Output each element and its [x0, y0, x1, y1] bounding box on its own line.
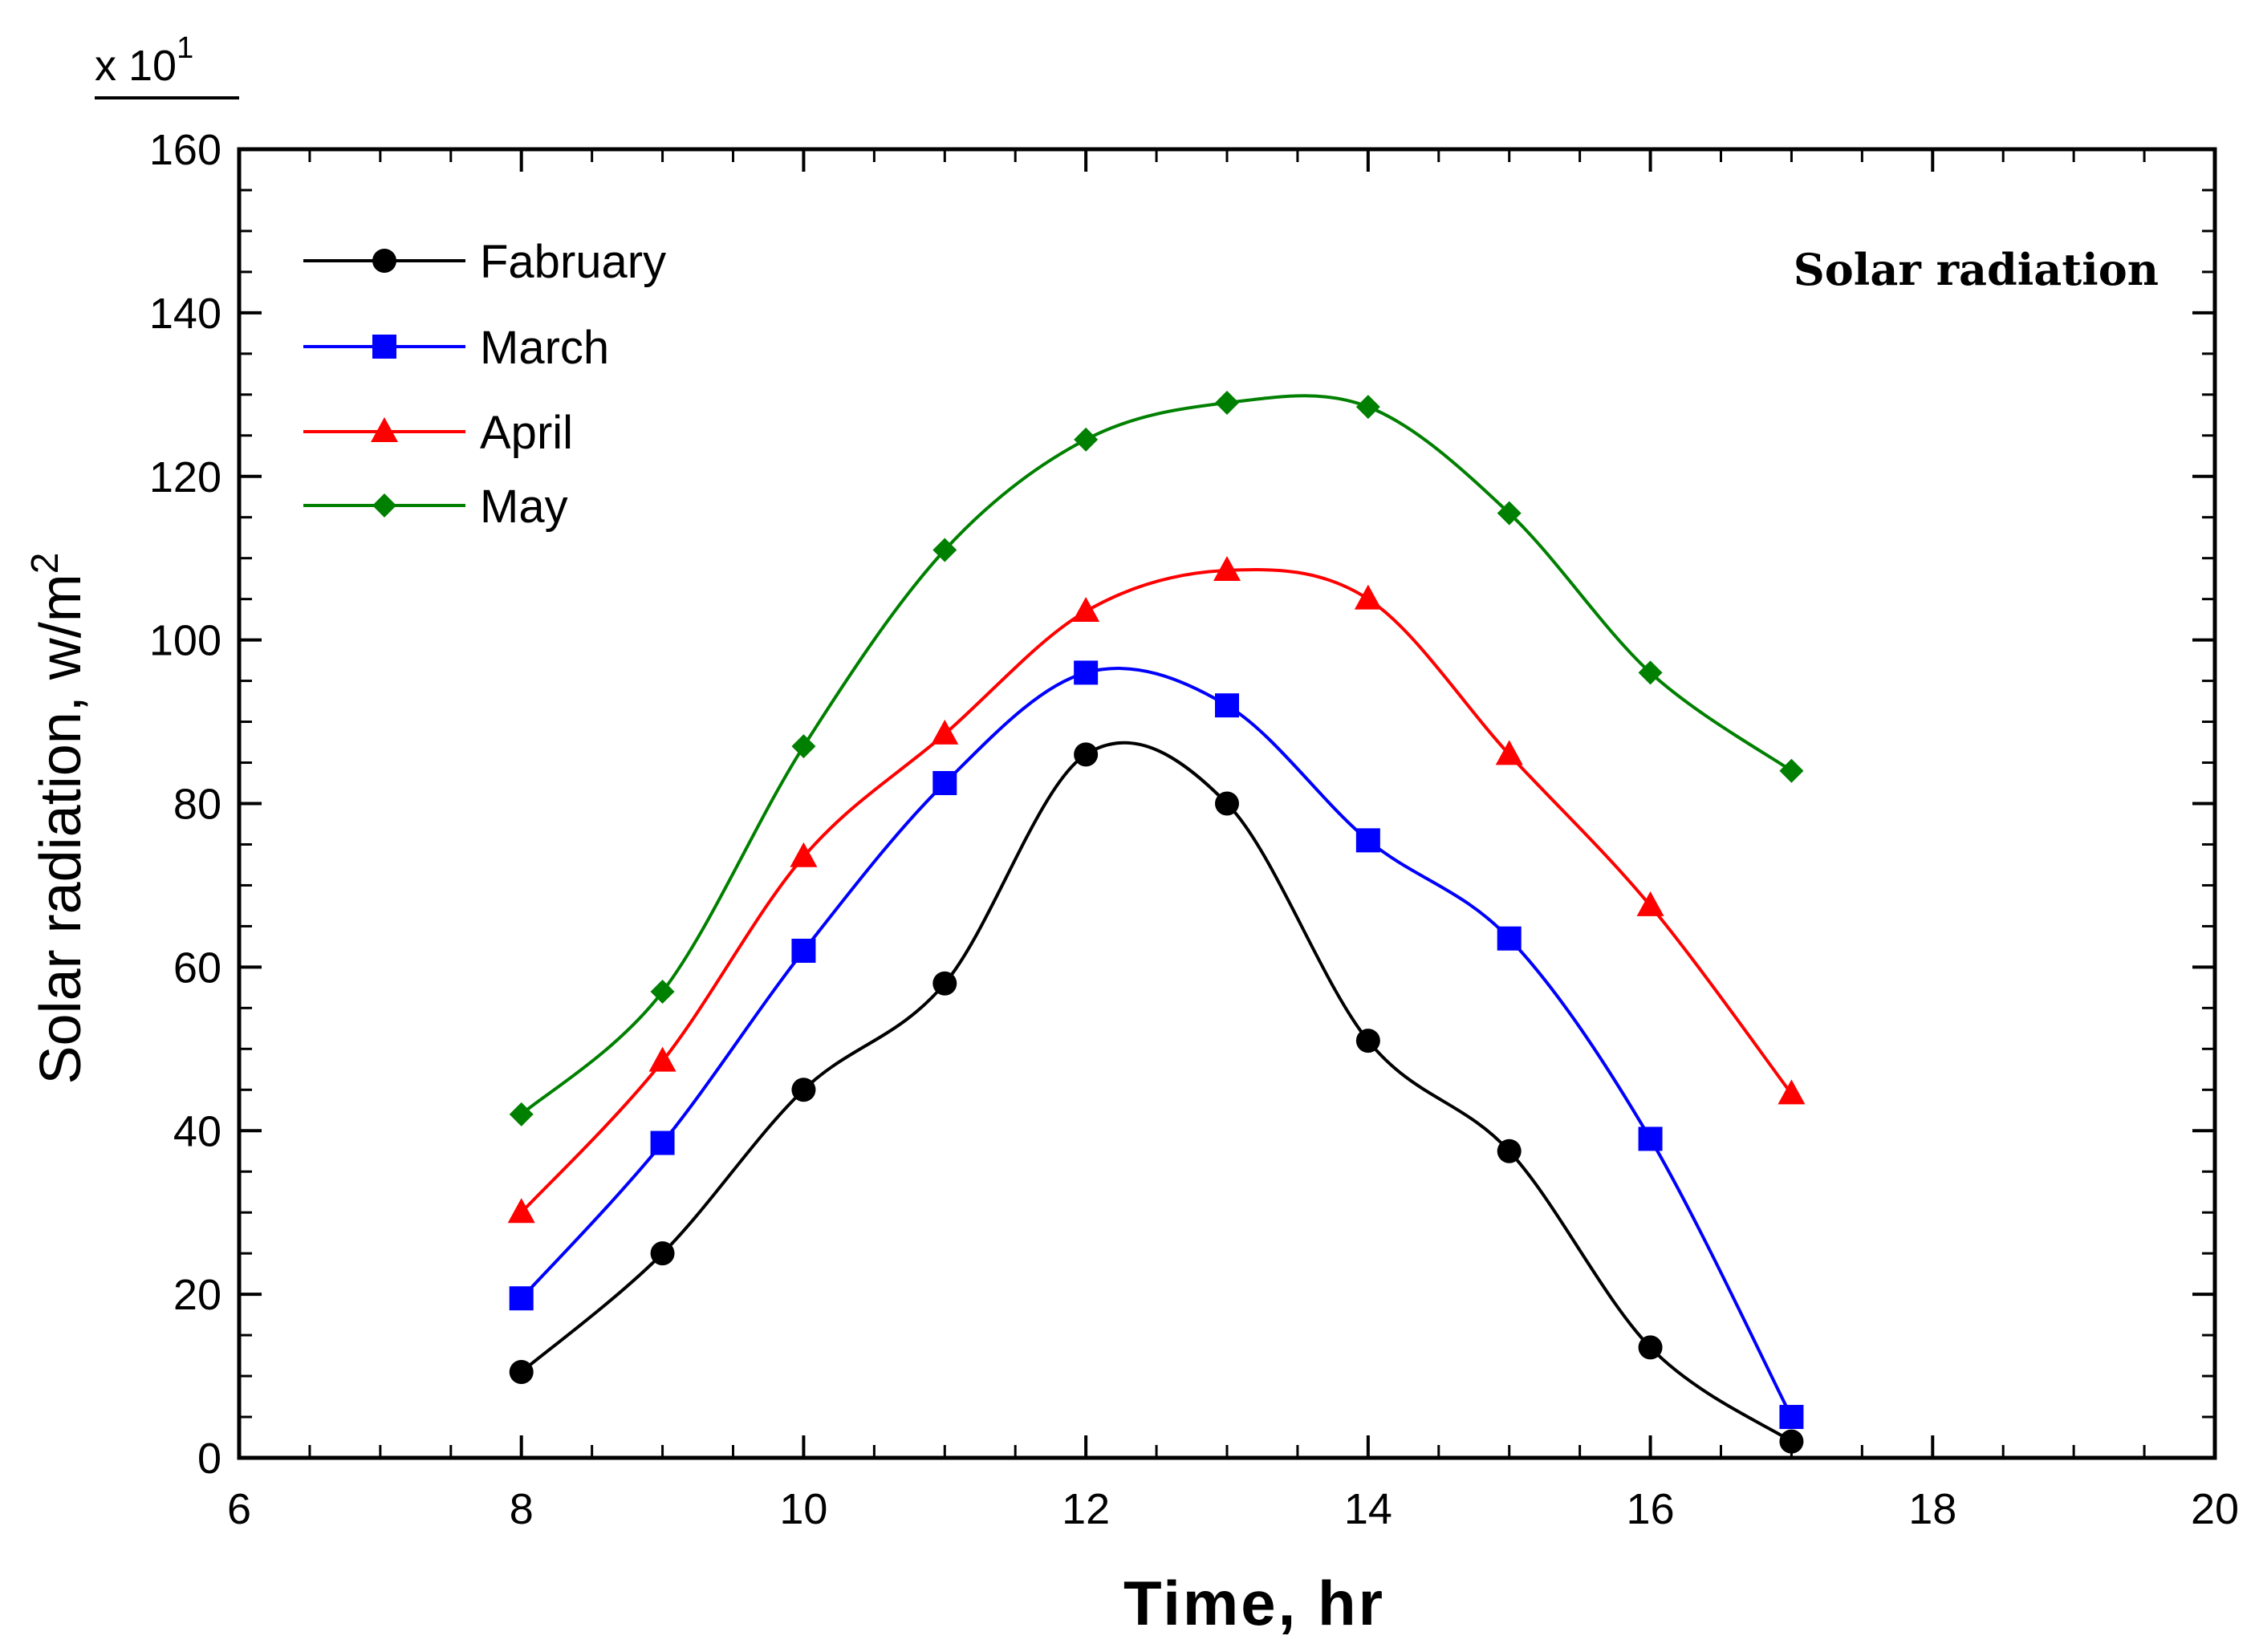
data-point-may: [1779, 758, 1804, 783]
data-point-fabruary: [932, 971, 957, 996]
y-tick-label: 20: [173, 1271, 221, 1319]
data-point-april: [790, 842, 818, 867]
y-tick-label: 60: [173, 944, 221, 992]
y-scale-factor: x 101: [95, 31, 193, 90]
legend-label-april: April: [480, 407, 573, 459]
data-point-april: [1213, 555, 1241, 581]
x-tick-label: 14: [1344, 1485, 1392, 1533]
data-point-may: [1215, 391, 1239, 416]
data-point-march: [1779, 1405, 1804, 1430]
data-point-may: [1638, 660, 1663, 685]
y-axis-title: Solar radiation, w/m2: [24, 553, 93, 1085]
legend-marker-may: [372, 493, 396, 518]
y-tick-label: 40: [173, 1107, 221, 1155]
data-point-march: [932, 771, 957, 796]
y-tick-label: 120: [149, 453, 221, 501]
x-tick-label: 20: [2191, 1485, 2239, 1533]
x-tick-label: 10: [779, 1485, 827, 1533]
series-line-march: [520, 667, 1794, 1418]
legend-label-fabruary: Fabruary: [480, 236, 666, 288]
data-point-fabruary: [1215, 791, 1239, 816]
data-point-may: [509, 1102, 534, 1126]
x-axis-title: Time, hr: [1123, 1568, 1385, 1638]
data-point-fabruary: [1779, 1429, 1804, 1454]
data-point-may: [932, 538, 957, 562]
series-markers: [507, 391, 1806, 1454]
x-tick-label: 18: [1908, 1485, 1956, 1533]
data-point-april: [507, 1198, 535, 1224]
data-point-march: [1638, 1126, 1663, 1151]
data-point-fabruary: [1074, 742, 1099, 767]
y-tick-label: 160: [149, 126, 221, 174]
y-tick-label: 0: [197, 1435, 221, 1483]
data-point-march: [791, 938, 816, 963]
data-point-fabruary: [791, 1078, 816, 1102]
legend-label-may: May: [480, 481, 568, 533]
data-point-march: [1215, 693, 1239, 718]
y-tick-label: 80: [173, 781, 221, 829]
legend-marker-april: [371, 417, 398, 442]
x-tick-label: 6: [227, 1485, 251, 1533]
data-point-fabruary: [1497, 1139, 1522, 1163]
data-point-fabruary: [1638, 1335, 1663, 1360]
series-lines: [520, 394, 1794, 1443]
tick-labels: 6 8 10 12 14 16 18 20 0 20 40 60 80 100 120 140 160: [149, 126, 2239, 1533]
legend: Fabruary March April May: [303, 236, 666, 533]
data-point-april: [1778, 1079, 1806, 1105]
data-point-april: [1354, 584, 1382, 610]
legend-marker-fabruary: [372, 249, 396, 273]
data-point-march: [1074, 660, 1099, 685]
data-point-march: [650, 1130, 675, 1155]
y-tick-label: 100: [149, 617, 221, 665]
data-point-may: [650, 979, 675, 1004]
data-point-march: [1497, 926, 1522, 951]
series-line-fabruary: [520, 741, 1793, 1443]
data-point-may: [1355, 395, 1380, 420]
plot-frame: [237, 147, 2217, 1460]
data-point-fabruary: [1355, 1029, 1380, 1053]
data-point-may: [1074, 427, 1099, 452]
data-point-fabruary: [509, 1359, 534, 1384]
data-point-may: [1497, 501, 1522, 526]
x-tick-label: 16: [1627, 1485, 1675, 1533]
series-line-may: [520, 394, 1793, 1116]
data-point-april: [931, 719, 959, 745]
data-point-april: [1636, 891, 1664, 916]
data-point-april: [1495, 740, 1523, 765]
data-point-may: [791, 734, 816, 759]
legend-label-march: March: [480, 322, 609, 374]
x-tick-label: 8: [510, 1485, 534, 1533]
data-point-fabruary: [650, 1241, 675, 1266]
data-point-march: [509, 1286, 534, 1311]
data-point-march: [1355, 828, 1380, 853]
legend-marker-march: [372, 335, 396, 359]
chart-annotation: Solar radiation: [1794, 244, 2159, 295]
x-tick-label: 12: [1062, 1485, 1110, 1533]
data-point-april: [648, 1046, 676, 1072]
data-point-april: [1072, 596, 1100, 622]
series-line-april: [520, 568, 1794, 1214]
y-tick-label: 140: [149, 290, 221, 338]
